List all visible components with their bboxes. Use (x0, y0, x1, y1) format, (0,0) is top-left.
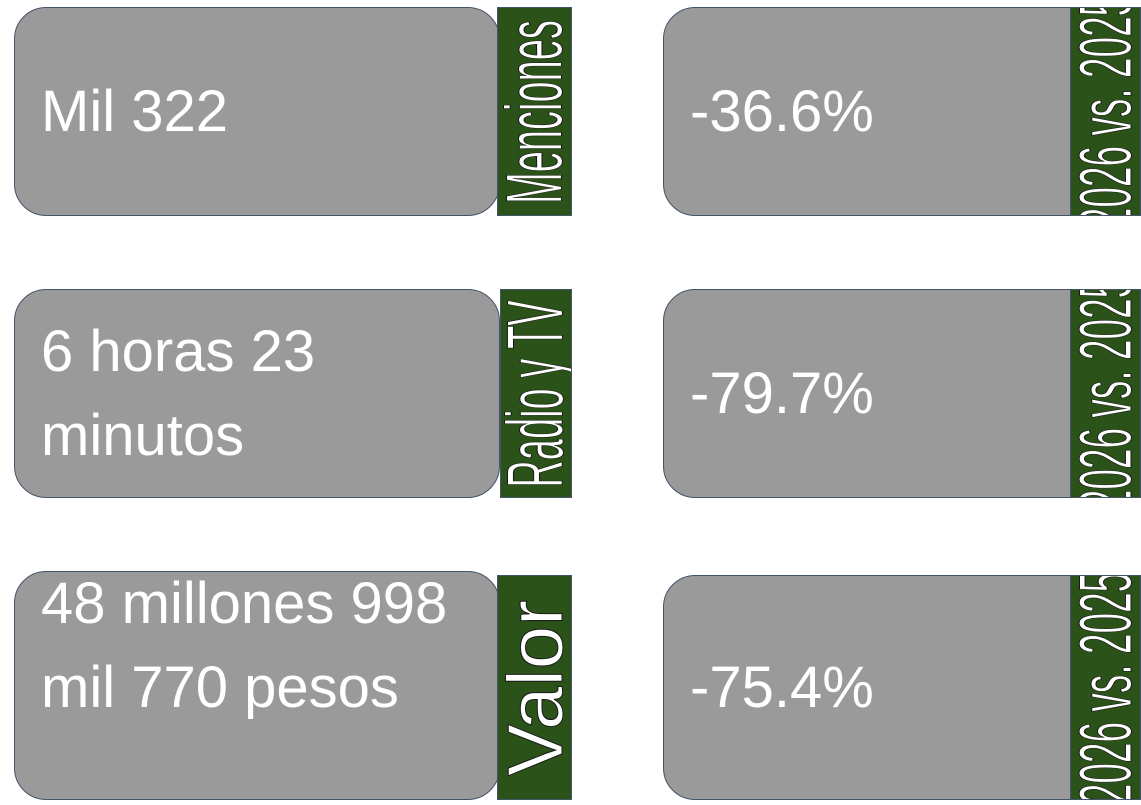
comparison-tab: 2026 vs. 2025 (1070, 289, 1141, 498)
comparison-text: 2026 vs. 2025 (1070, 575, 1141, 800)
label-tab: Radio y TV (500, 289, 572, 498)
label-text: Menciones (497, 19, 572, 204)
change-card: -36.6% (663, 7, 1103, 216)
label-tab: Menciones (497, 7, 572, 216)
label-text: Valor (497, 599, 572, 776)
change-text: -79.7% (690, 360, 874, 426)
value-card: 6 horas 23 minutos (14, 289, 500, 498)
value-card: Mil 322 (14, 7, 500, 216)
value-text: 48 millones 998 mil 770 pesos (41, 571, 448, 720)
value-text: Mil 322 (41, 78, 228, 144)
comparison-text: 2026 vs. 2025 (1070, 290, 1141, 497)
change-card: -79.7% (663, 289, 1103, 498)
change-text: -75.4% (690, 654, 874, 720)
comparison-tab: 2026 vs. 2025 (1070, 575, 1141, 800)
value-text: 6 horas 23 minutos (41, 318, 316, 468)
label-text: Radio y TV (500, 299, 572, 488)
change-card: -75.4% (663, 575, 1103, 800)
comparison-tab: 2026 vs. 2025 (1070, 7, 1141, 216)
label-tab: Valor (497, 575, 572, 800)
comparison-text: 2026 vs. 2025 (1070, 8, 1141, 215)
change-text: -36.6% (690, 78, 874, 144)
value-card: 48 millones 998 mil 770 pesos (14, 571, 500, 800)
